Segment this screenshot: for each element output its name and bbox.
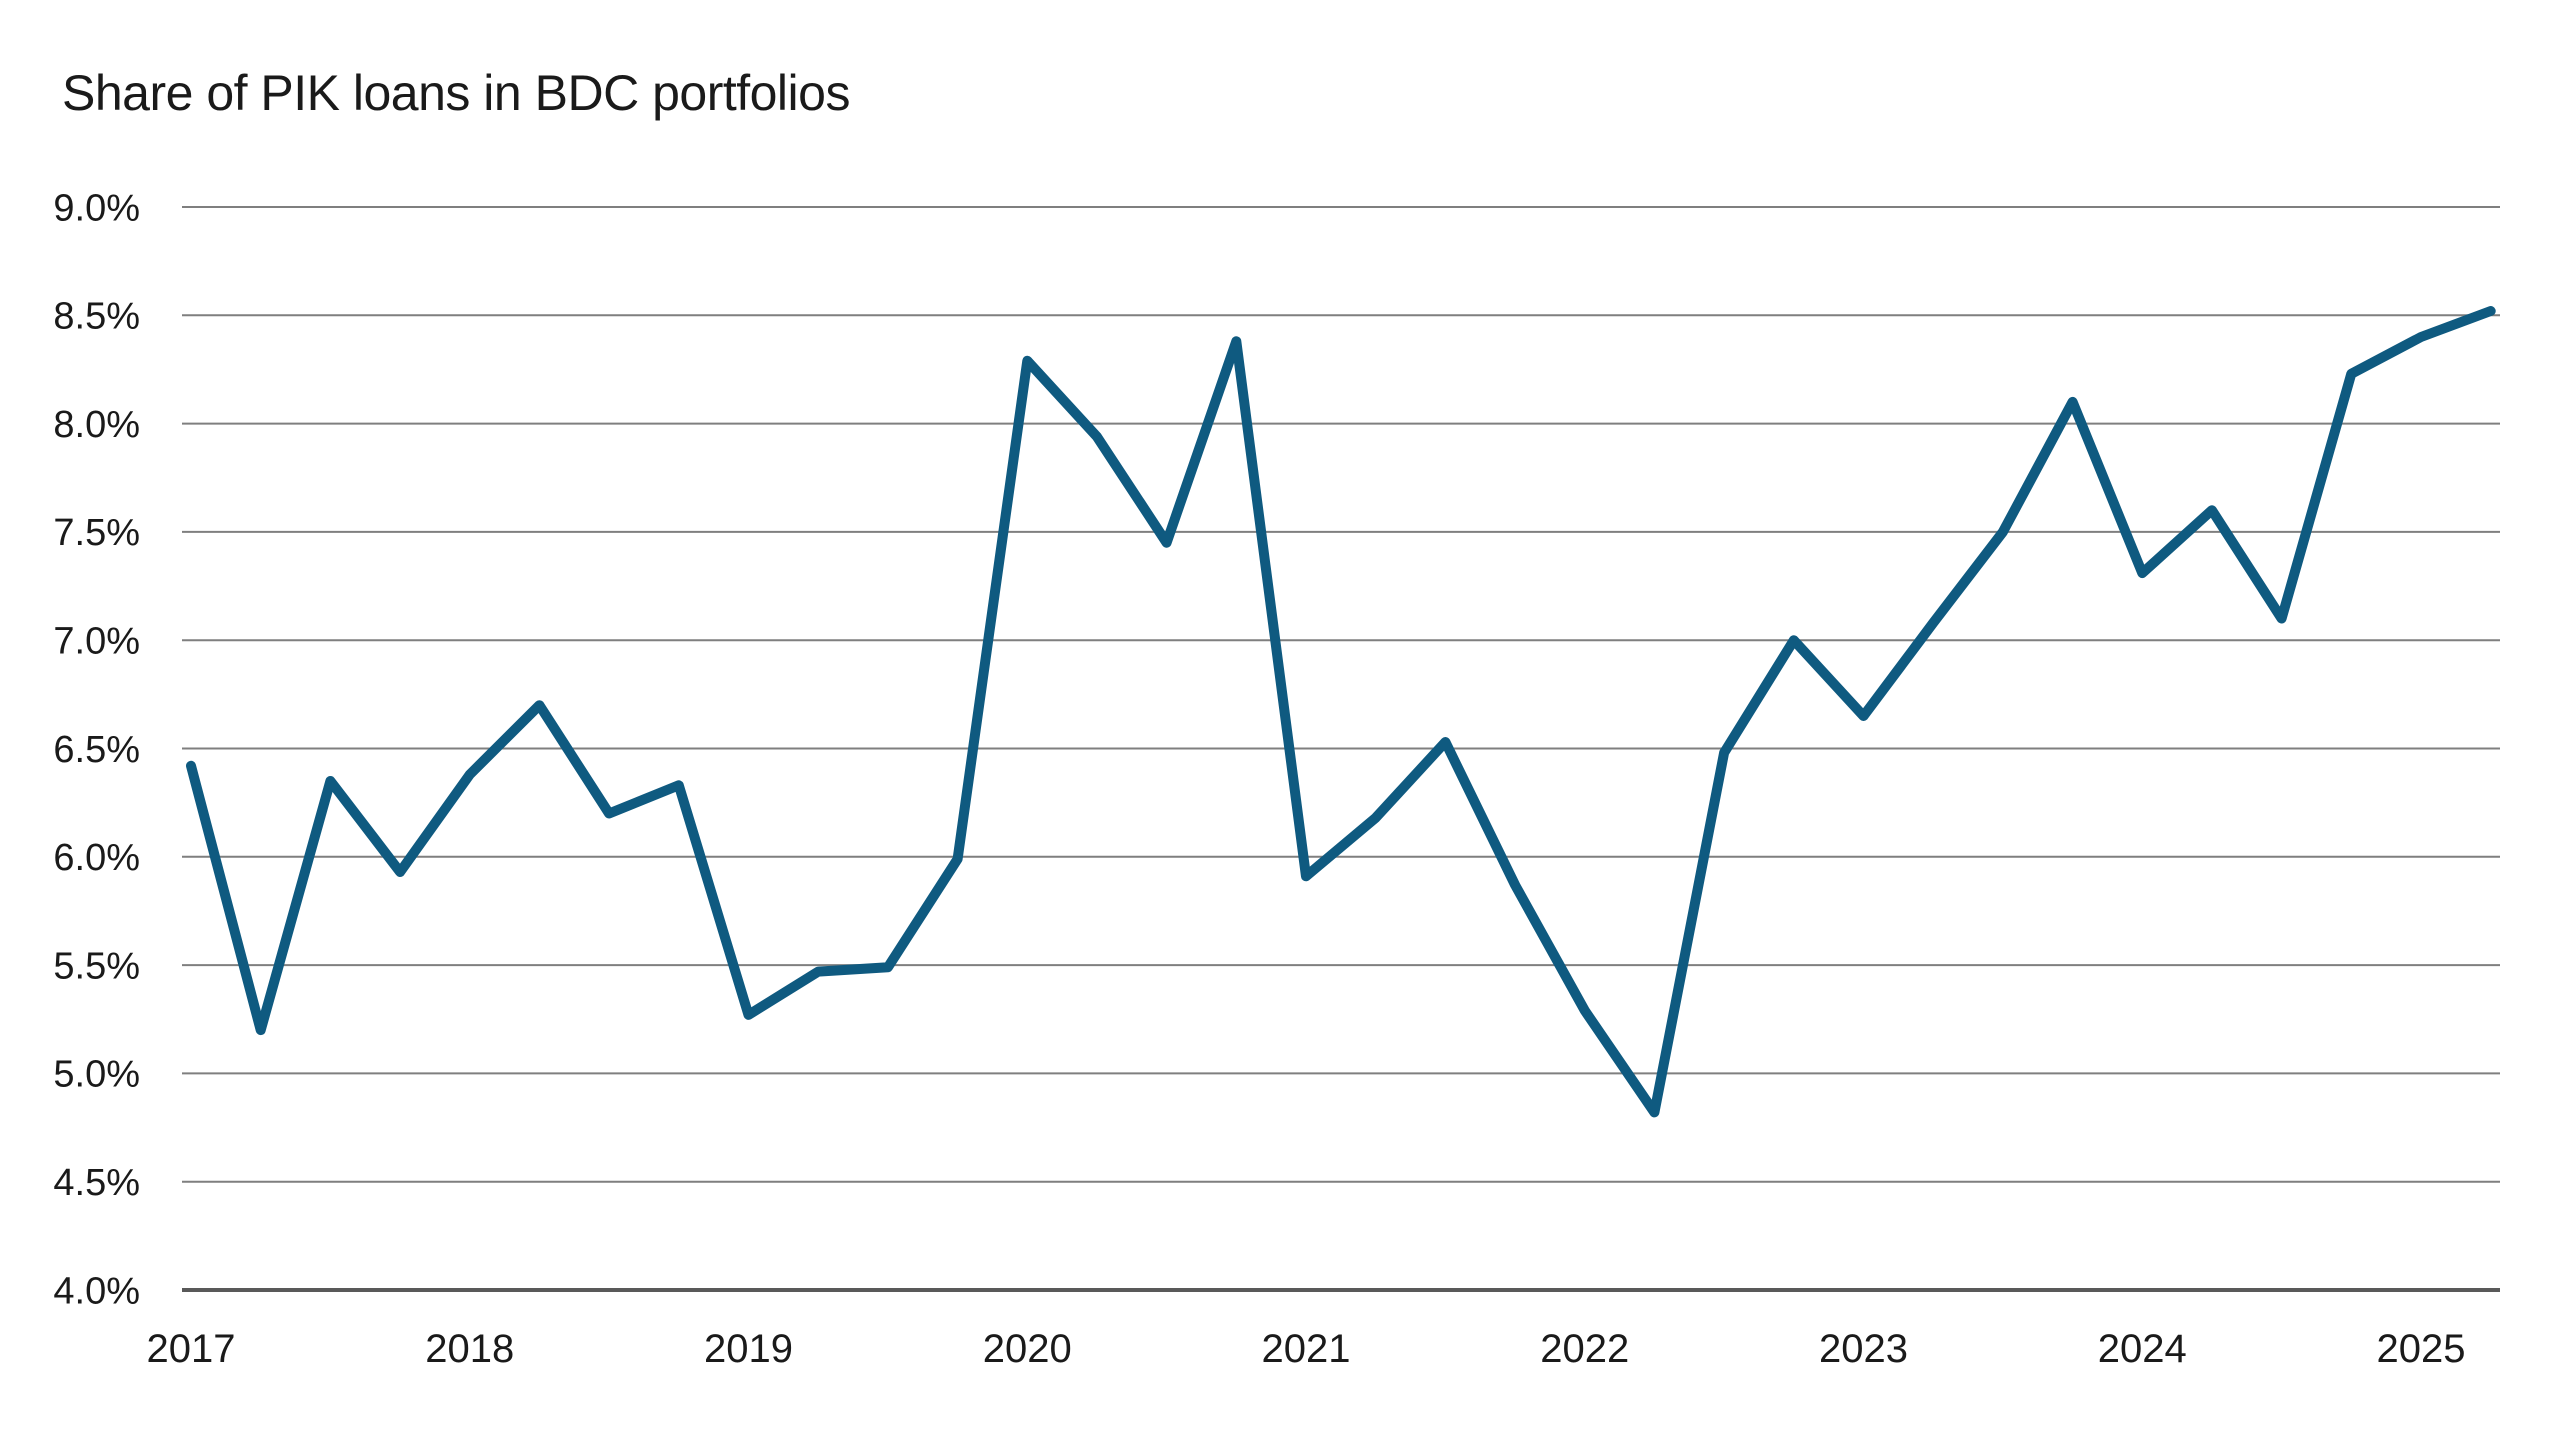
x-tick-label: 2019 bbox=[704, 1327, 793, 1371]
x-tick-label: 2024 bbox=[2098, 1327, 2187, 1371]
y-tick-label: 4.5% bbox=[53, 1162, 140, 1204]
y-tick-label: 6.5% bbox=[53, 729, 140, 771]
y-tick-label: 7.0% bbox=[53, 621, 140, 663]
chart-title: Share of PIK loans in BDC portfolios bbox=[62, 65, 850, 121]
x-tick-label: 2025 bbox=[2377, 1327, 2466, 1371]
x-tick-label: 2023 bbox=[1819, 1327, 1908, 1371]
y-tick-label: 6.0% bbox=[53, 837, 140, 879]
x-tick-label: 2022 bbox=[1540, 1327, 1629, 1371]
x-tick-label: 2021 bbox=[1262, 1327, 1351, 1371]
y-tick-label: 5.5% bbox=[53, 945, 140, 987]
x-tick-label: 2018 bbox=[425, 1327, 514, 1371]
y-tick-label: 4.0% bbox=[53, 1270, 140, 1312]
x-tick-label: 2017 bbox=[147, 1327, 236, 1371]
y-tick-label: 9.0% bbox=[53, 187, 140, 229]
y-tick-label: 8.0% bbox=[53, 404, 140, 446]
pik-share-line bbox=[186, 306, 2496, 1118]
y-tick-label: 7.5% bbox=[53, 512, 140, 554]
y-tick-label: 5.0% bbox=[53, 1054, 140, 1096]
y-tick-label: 8.5% bbox=[53, 296, 140, 338]
x-tick-label: 2020 bbox=[983, 1327, 1072, 1371]
